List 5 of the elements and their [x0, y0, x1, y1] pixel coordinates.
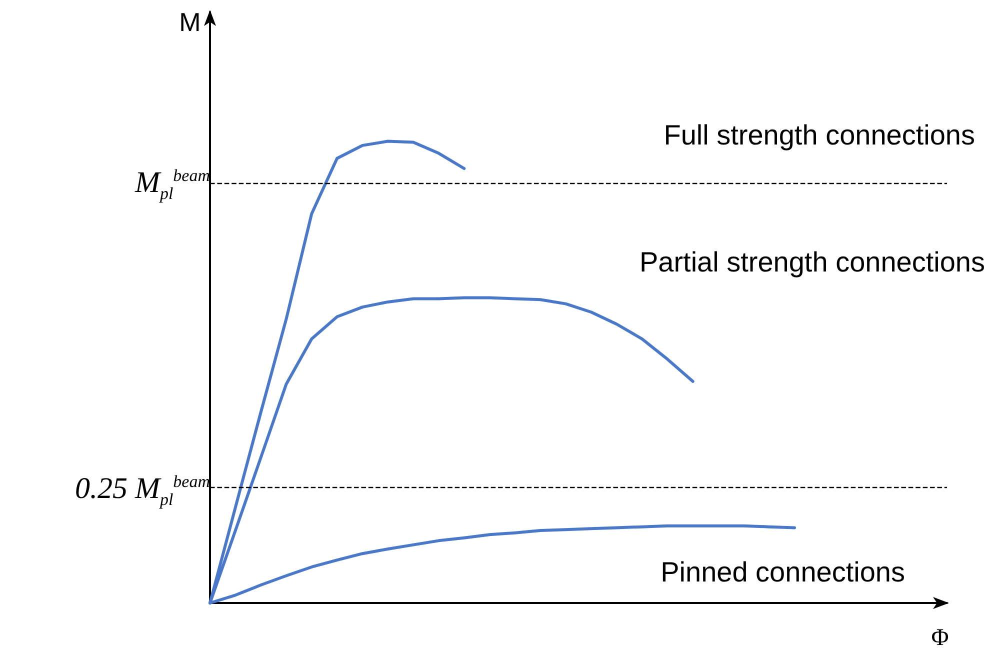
annotation: Partial strength connections	[639, 246, 985, 278]
annotation: Full strength connections	[664, 120, 975, 150]
y-axis-title: M	[179, 7, 201, 37]
annotation: Pinned connections	[660, 556, 905, 588]
x-axis-title: Φ	[931, 625, 949, 651]
